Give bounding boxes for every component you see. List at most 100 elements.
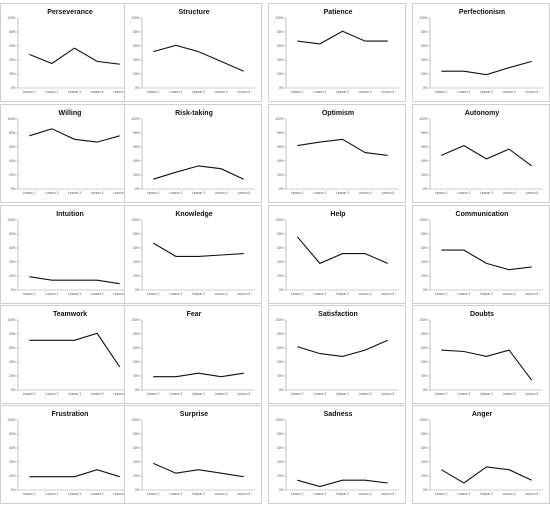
y-tick-label: 80%	[133, 232, 140, 236]
x-tick-label: Lesson 4	[91, 90, 104, 94]
chart-title: Perseverance	[47, 9, 93, 16]
y-tick-label: 0%	[423, 288, 428, 292]
y-tick-label: 40%	[421, 260, 428, 264]
y-tick-label: 80%	[9, 30, 16, 34]
y-tick-label: 80%	[133, 131, 140, 135]
y-tick-label: 40%	[133, 260, 140, 264]
chart-svg-perseverance: Perseverance 100% 80% 60% 40% 20% 0% Lesson 1 Le…	[7, 9, 131, 94]
chart-panel-knowledge: Knowledge 100% 80% 60% 40% 20% 0% Lesson 1 Lesso…	[124, 205, 262, 304]
y-tick-label: 40%	[421, 58, 428, 62]
y-tick-label: 100%	[7, 318, 15, 322]
y-tick-label: 60%	[133, 446, 140, 450]
y-tick-label: 40%	[133, 360, 140, 364]
x-tick-label: Lesson 3	[336, 191, 349, 195]
y-tick-label: 100%	[7, 16, 15, 20]
chart-panel-sadness: Sadness 100% 80% 60% 40% 20% 0% Lesson 1 Lesson …	[268, 405, 406, 504]
series-line-communication	[441, 249, 532, 271]
y-tick-label: 40%	[421, 159, 428, 163]
y-tick-label: 100%	[419, 16, 427, 20]
chart-title: Anger	[472, 411, 493, 418]
y-tick-label: 0%	[11, 388, 16, 392]
chart-title: Structure	[178, 9, 209, 16]
y-tick-label: 20%	[277, 474, 284, 478]
x-tick-label: Lesson 3	[480, 292, 493, 296]
y-tick-label: 20%	[421, 374, 428, 378]
x-tick-label: Lesson 2	[457, 191, 470, 195]
x-tick-label: Lesson 5	[525, 292, 538, 296]
y-tick-label: 100%	[131, 16, 139, 20]
chart-panel-intuition: Intuition 100% 80% 60% 40% 20% 0% Lesson 1 Lesso…	[0, 205, 138, 304]
y-tick-label: 60%	[421, 145, 428, 149]
y-tick-label: 40%	[421, 460, 428, 464]
chart-svg-patience: Patience 100% 80% 60% 40% 20% 0% Lesson 1 Lesson…	[275, 9, 399, 94]
x-tick-label: Lesson 2	[313, 392, 326, 396]
chart-title: Satisfaction	[318, 311, 358, 318]
chart-title: Communication	[456, 211, 509, 218]
chart-title: Fear	[187, 311, 202, 318]
x-tick-label: Lesson 1	[435, 292, 448, 296]
y-tick-label: 0%	[279, 388, 284, 392]
chart-panel-fear: Fear 100% 80% 60% 40% 20% 0% Lesson 1 Lesson 2 Le…	[124, 305, 262, 404]
series-line-risk-taking	[153, 165, 244, 180]
x-tick-label: Lesson 3	[68, 191, 81, 195]
x-tick-label: Lesson 2	[457, 292, 470, 296]
y-tick-label: 0%	[11, 488, 16, 492]
x-tick-label: Lesson 2	[169, 392, 182, 396]
x-tick-label: Lesson 5	[381, 292, 394, 296]
chart-panel-communication: Communication 100% 80% 60% 40% 20% 0% Lesson 1 L…	[412, 205, 550, 304]
y-tick-label: 80%	[421, 232, 428, 236]
x-tick-label: Lesson 4	[359, 292, 372, 296]
series-line-doubts	[441, 349, 533, 381]
y-tick-label: 80%	[9, 332, 16, 336]
x-tick-label: Lesson 4	[503, 191, 516, 195]
x-tick-label: Lesson 1	[147, 90, 160, 94]
y-tick-label: 40%	[133, 58, 140, 62]
chart-panel-autonomy: Autonomy 100% 80% 60% 40% 20% 0% Lesson 1 Lesson…	[412, 104, 550, 203]
y-tick-label: 0%	[135, 86, 140, 90]
chart-title: Risk-taking	[175, 110, 213, 117]
x-tick-label: Lesson 5	[237, 90, 250, 94]
y-tick-label: 80%	[277, 232, 284, 236]
chart-svg-fear: Fear 100% 80% 60% 40% 20% 0% Lesson 1 Lesson 2 Le…	[131, 311, 255, 396]
series-line-knowledge	[153, 242, 244, 257]
y-tick-label: 80%	[421, 432, 428, 436]
y-tick-label: 0%	[423, 488, 428, 492]
x-tick-label: Lesson 3	[480, 492, 493, 496]
y-tick-label: 0%	[279, 187, 284, 191]
y-tick-label: 60%	[277, 44, 284, 48]
y-tick-label: 40%	[277, 58, 284, 62]
chart-panel-surprise: Surprise 100% 80% 60% 40% 20% 0% Lesson 1 Lesson…	[124, 405, 262, 504]
x-tick-label: Lesson 1	[291, 191, 304, 195]
chart-svg-optimism: Optimism 100% 80% 60% 40% 20% 0% Lesson 1 Lesson…	[275, 110, 399, 195]
chart-panel-risk-taking: Risk-taking 100% 80% 60% 40% 20% 0% Lesson 1 Les…	[124, 104, 262, 203]
y-tick-label: 60%	[9, 145, 16, 149]
y-tick-label: 20%	[9, 72, 16, 76]
y-tick-label: 100%	[275, 117, 283, 121]
series-line-help	[296, 236, 388, 265]
x-tick-label: Lesson 2	[457, 492, 470, 496]
y-tick-label: 20%	[277, 274, 284, 278]
y-tick-label: 20%	[421, 474, 428, 478]
x-tick-label: Lesson 2	[169, 292, 182, 296]
x-tick-label: Lesson 5	[237, 392, 250, 396]
series-line-structure	[153, 44, 244, 72]
x-tick-label: Lesson 4	[215, 292, 228, 296]
chart-panel-help: Help 100% 80% 60% 40% 20% 0% Lesson 1 Lesson 2 Le…	[268, 205, 406, 304]
x-tick-label: Lesson 5	[237, 492, 250, 496]
x-tick-label: Lesson 1	[291, 90, 304, 94]
y-tick-label: 0%	[423, 86, 428, 90]
x-tick-label: Lesson 3	[480, 191, 493, 195]
x-tick-label: Lesson 2	[45, 392, 58, 396]
y-tick-label: 80%	[133, 432, 140, 436]
y-tick-label: 60%	[277, 145, 284, 149]
y-tick-label: 100%	[131, 418, 139, 422]
series-line-willing	[29, 128, 120, 143]
x-tick-label: Lesson 2	[169, 90, 182, 94]
y-tick-label: 100%	[275, 218, 283, 222]
chart-svg-communication: Communication 100% 80% 60% 40% 20% 0% Lesson 1 L…	[419, 211, 543, 296]
series-line-satisfaction	[297, 339, 388, 357]
x-tick-label: Lesson 5	[381, 492, 394, 496]
y-tick-label: 60%	[277, 346, 284, 350]
x-tick-label: Lesson 4	[91, 191, 104, 195]
chart-panel-perseverance: Perseverance 100% 80% 60% 40% 20% 0% Lesson 1 Le…	[0, 3, 138, 102]
